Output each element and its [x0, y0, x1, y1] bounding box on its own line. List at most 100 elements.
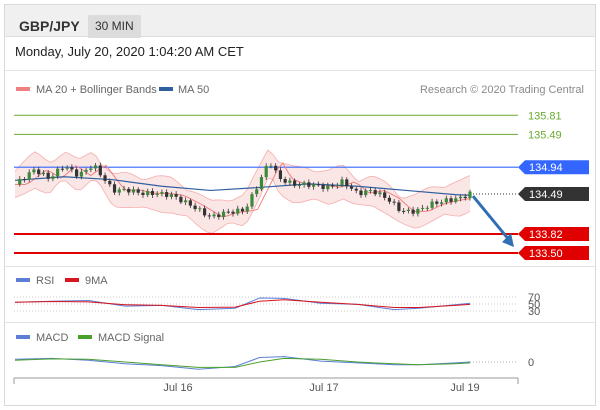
legend-ma50-swatch: [159, 87, 173, 91]
candle-body: [468, 191, 472, 199]
candle-body: [150, 191, 155, 196]
legend-macd-signal-swatch: [78, 335, 92, 339]
currency-pair: GBP/JPY: [19, 18, 80, 34]
candle-body: [202, 208, 207, 216]
candle-body: [165, 192, 169, 197]
resistance-label: 135.49: [528, 129, 562, 141]
rsi-tick-label: 70: [528, 292, 540, 304]
candle-body: [117, 189, 121, 193]
candle-body: [60, 168, 64, 170]
current-price-label: 134.49: [529, 189, 563, 201]
candle-body: [439, 202, 444, 204]
candle-body: [93, 165, 98, 169]
candle-body: [283, 179, 287, 183]
candle-body: [193, 205, 197, 210]
candle-body: [397, 202, 401, 211]
candle-body: [226, 211, 230, 213]
candle-body: [421, 207, 425, 209]
candle-body: [65, 167, 69, 169]
candle-body: [240, 208, 245, 212]
candle-body: [345, 179, 349, 187]
candle-body: [416, 208, 420, 214]
candle-body: [255, 189, 259, 195]
candle-body: [184, 200, 188, 203]
candle-body: [264, 166, 268, 178]
candle-body: [402, 210, 406, 212]
rsi-tick-label: 30: [528, 306, 540, 318]
candle-body: [359, 190, 363, 196]
pivot-tag: [518, 160, 589, 175]
candle-body: [250, 194, 254, 207]
ma50-line: [14, 176, 471, 196]
candle-body: [354, 188, 358, 191]
candle-body: [368, 190, 373, 192]
resistance-label: 135.81: [528, 110, 562, 122]
candle-body: [444, 198, 448, 203]
candle-body: [160, 192, 164, 194]
candle-body: [108, 180, 112, 185]
candle-body: [155, 193, 159, 196]
candle-body: [406, 209, 410, 212]
candle-body: [340, 179, 344, 186]
candle-body: [32, 169, 36, 173]
legend-9ma-label: 9MA: [85, 275, 108, 287]
candle-body: [269, 165, 273, 167]
forecast-arrow-shaft: [471, 195, 512, 243]
macd-legend: MACD MACD Signal: [16, 332, 164, 344]
candle-body: [330, 185, 335, 187]
price-panel: [14, 114, 518, 255]
candle-body: [392, 201, 396, 203]
candle-body: [188, 200, 192, 206]
candle-body: [449, 198, 453, 202]
candle-body: [411, 209, 415, 214]
candle-body: [278, 170, 283, 180]
candle-body: [103, 175, 107, 181]
candle-body: [364, 190, 368, 196]
candle-body: [198, 208, 202, 210]
forecast-arrow-head: [502, 233, 514, 248]
credit-text: Research © 2020 Trading Central: [420, 84, 584, 96]
candle-body: [316, 184, 320, 186]
interval-badge[interactable]: 30 MIN: [88, 15, 141, 38]
support-label: 133.50: [529, 248, 563, 260]
candle-body: [136, 189, 140, 193]
candle-body: [311, 184, 316, 187]
candle-body: [430, 201, 434, 208]
candle-body: [297, 185, 301, 187]
candle-body: [373, 190, 377, 195]
legend-bollinger-label: MA 20 + Bollinger Bands: [36, 84, 157, 96]
macd-panel: 0: [14, 356, 534, 370]
candle-body: [274, 165, 278, 171]
bollinger-lower: [14, 177, 471, 234]
candle-body: [349, 186, 354, 189]
candle-body: [259, 177, 264, 190]
legend-ma50-label: MA 50: [178, 84, 209, 96]
timestamp: Monday, July 20, 2020 1:04:20 AM CET: [15, 44, 244, 59]
candle-body: [307, 182, 311, 187]
macd-tick-label: 0: [528, 357, 534, 369]
support-tag: [518, 246, 589, 261]
candle-body: [335, 185, 339, 187]
legend-macd-signal-label: MACD Signal: [98, 332, 164, 344]
candle-body: [51, 176, 55, 179]
pivot-label: 134.94: [529, 162, 563, 174]
candle-body: [326, 185, 330, 189]
support-tag: [518, 226, 589, 241]
legend-9ma-swatch: [65, 278, 79, 282]
candle-body: [18, 179, 22, 185]
bollinger-upper: [14, 149, 471, 202]
candle-body: [98, 165, 102, 176]
title-bar: GBP/JPY 30 MIN: [5, 5, 595, 38]
x-tick-label: Jul 17: [309, 382, 338, 394]
candle-body: [207, 215, 211, 217]
x-tick-label: Jul 19: [450, 382, 479, 394]
candle-body: [454, 198, 458, 202]
macd-line: [14, 356, 471, 370]
candle-body: [146, 191, 150, 196]
rsi-ma-line: [14, 299, 471, 309]
candle-body: [84, 169, 88, 172]
candle-body: [131, 189, 136, 193]
x-tick-label: Jul 16: [163, 382, 192, 394]
